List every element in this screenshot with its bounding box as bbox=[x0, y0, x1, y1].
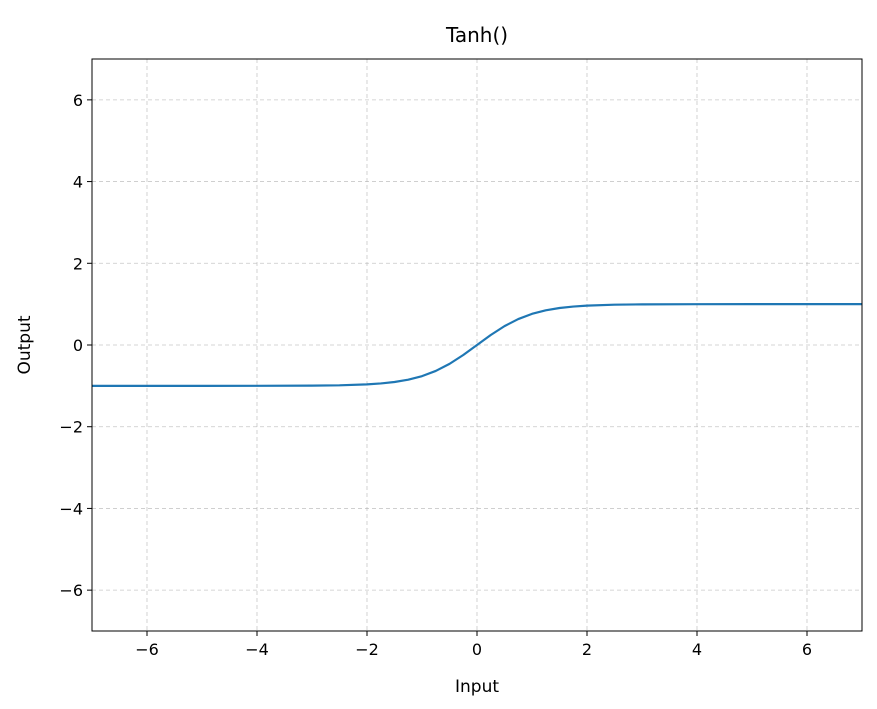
grid bbox=[92, 59, 862, 631]
x-axis-label: Input bbox=[455, 677, 499, 697]
y-tick-label: 2 bbox=[73, 254, 83, 273]
y-tick-label: −2 bbox=[59, 418, 83, 437]
series-layer bbox=[92, 303, 862, 387]
series-line bbox=[92, 303, 862, 387]
ticks: −6 −4 −2 0 2 4 6 −6 −4 −2 0 2 4 6 bbox=[59, 91, 812, 659]
y-tick-label: −6 bbox=[59, 581, 83, 600]
x-tick-label: −4 bbox=[245, 640, 269, 659]
x-tick-label: −6 bbox=[135, 640, 159, 659]
y-axis-label: Output bbox=[15, 315, 35, 374]
y-tick-label: 0 bbox=[73, 336, 83, 355]
x-tick-label: −2 bbox=[355, 640, 379, 659]
x-tick-label: 2 bbox=[582, 640, 592, 659]
y-tick-label: 6 bbox=[73, 91, 83, 110]
y-tick-label: −4 bbox=[59, 499, 83, 518]
x-tick-label: 6 bbox=[802, 640, 812, 659]
chart-title: Tanh() bbox=[445, 23, 508, 47]
y-tick-label: 4 bbox=[73, 173, 83, 192]
x-tick-label: 4 bbox=[692, 640, 702, 659]
x-tick-label: 0 bbox=[472, 640, 482, 659]
